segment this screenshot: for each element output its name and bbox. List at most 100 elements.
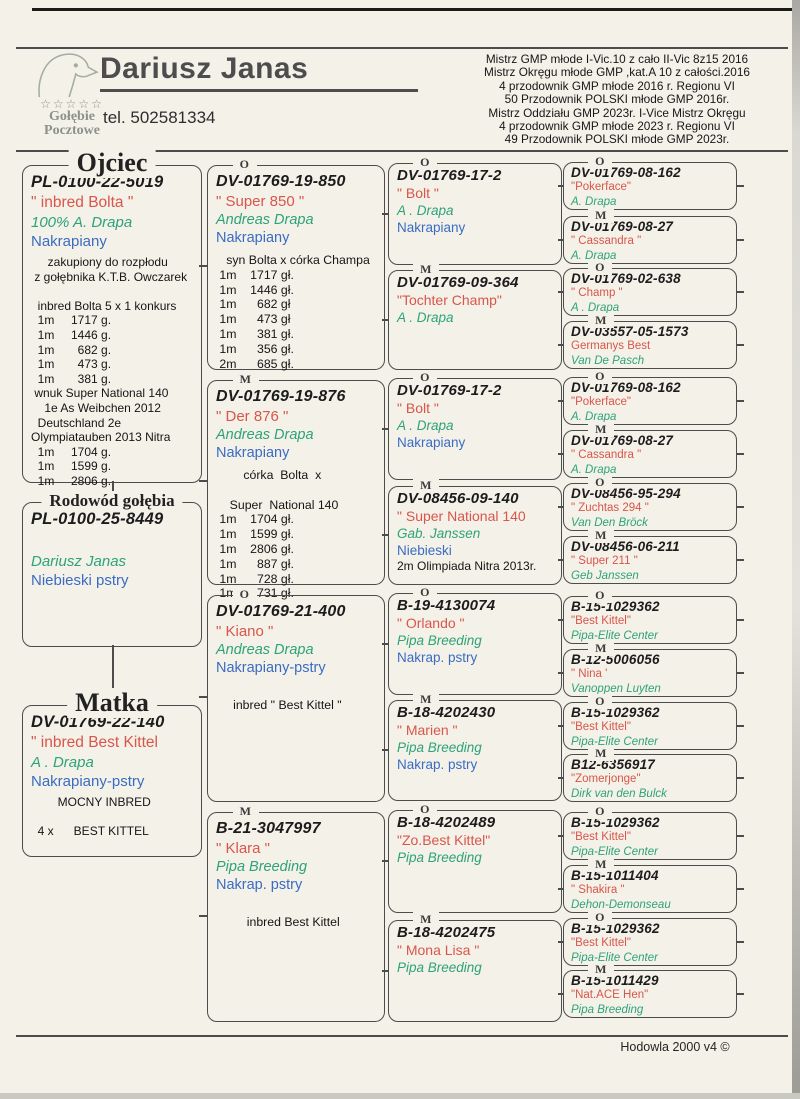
color-description: Nakrapiany [397, 220, 466, 235]
color-description: Nakrapiany [216, 445, 290, 461]
sex-label: O [413, 370, 438, 385]
connector-stub [736, 835, 744, 837]
sex-label: O [588, 369, 613, 384]
color-description: Niebieski pstry [31, 572, 129, 589]
sex-label: O [588, 475, 613, 490]
connector-stub [736, 239, 744, 241]
pigeon-name: " Kiano " [216, 623, 274, 640]
pigeon-name: "Zomerjonge" [571, 773, 641, 785]
performance-notes: syn Bolta x córka Champa 1m 1717 gł. 1m … [219, 253, 370, 371]
subject-title: Rodowód gołębia [41, 491, 183, 511]
gen4-box-5: M DV-01769-08-27 " Cassandra " A. Drapa [563, 422, 737, 478]
connector-stub [736, 619, 744, 621]
connector-stub [736, 941, 744, 943]
gen4-box-12: O B-15-1029362 "Best Kittel" Pipa-Elite … [563, 804, 737, 860]
scan-edge-bottom [0, 1093, 800, 1099]
sex-label: M [232, 804, 259, 819]
sex-label: O [588, 910, 613, 925]
ring-number: B-18-4202489 [397, 814, 496, 831]
gen4-box-10: O B-15-1029362 "Best Kittel" Pipa-Elite … [563, 694, 737, 750]
sex-label: O [588, 694, 613, 709]
breeder-name: Dehon-Demonseau [571, 898, 671, 911]
connector [558, 993, 564, 995]
pigeon-name: " Bolt " [397, 185, 439, 201]
pigeon-name: " Orlando " [397, 615, 465, 631]
gen3-box-6: O B-18-4202489 "Zo.Best Kittel" Pipa Bre… [388, 802, 562, 913]
sex-label: M [588, 422, 615, 437]
connector-stub [736, 559, 744, 561]
ring-number: DV-01769-09-364 [397, 274, 519, 291]
ring-number: B-18-4202475 [397, 924, 496, 941]
gen4-box-0: O DV-01769-08-162 "Pokerface" A. Drapa [563, 154, 737, 210]
connector [558, 725, 564, 727]
pigeon-name: "Best Kittel" [571, 615, 631, 627]
breeder-name: Vanoppen Luyten [571, 682, 661, 695]
pigeon-name: " Der 876 " [216, 408, 289, 425]
breeder-name: Van Den Bröck [571, 516, 648, 529]
connector-subject-mother [112, 645, 114, 705]
breeder-name: A . Drapa [397, 310, 454, 325]
logo-text-line2: Pocztowe [44, 123, 100, 138]
pigeon-head-icon [22, 50, 122, 98]
gen3-box-5: M B-18-4202430 " Marien " Pipa Breeding … [388, 692, 562, 801]
breeder-name: Dirk van den Bulck [571, 787, 667, 800]
ring-number: DV-01769-21-400 [216, 603, 346, 620]
connector [558, 400, 564, 402]
gen4-box-2: O DV-01769-02-638 " Champ " A . Drapa [563, 260, 737, 316]
connector-stub [736, 185, 744, 187]
performance-notes: inbred " Best Kittel " [233, 697, 342, 712]
mother-box: Matka DV-01769-22-140 " inbred Best Kitt… [22, 688, 202, 857]
connector [558, 672, 564, 674]
connector [558, 777, 564, 779]
gen3-box-2: O DV-01769-17-2 " Bolt " A . Drapa Nakra… [388, 370, 562, 480]
breeder-name: Gab. Janssen [397, 526, 481, 541]
pigeon-name: "Zo.Best Kittel" [397, 832, 491, 848]
connector-stub [736, 993, 744, 995]
father-title: Ojciec [68, 148, 156, 178]
gen3-box-3: M DV-08456-09-140 " Super National 140 G… [388, 478, 562, 585]
performance-notes: 2m Olimpiada Nitra 2013r. [397, 559, 537, 573]
sex-label: M [588, 746, 615, 761]
sex-label: M [232, 372, 259, 387]
gen4-box-9: M B-12-5006056 " Nina ' Vanoppen Luyten [563, 641, 737, 697]
achievements-list: Mistrz GMP młode I-Vic.10 z cało II-Vic … [484, 52, 750, 147]
gen4-box-7: M DV-08456-06-211 " Super 211 " Geb Jans… [563, 528, 737, 584]
connector [199, 480, 208, 482]
gen2-box-1: M DV-01769-19-876 " Der 876 " Andreas Dr… [207, 372, 385, 600]
ring-number: DV-01769-19-876 [216, 388, 346, 405]
pigeon-name: " Super 211 " [571, 555, 638, 567]
sex-label: O [588, 154, 613, 169]
ring-number: PL-0100-25-8449 [31, 510, 164, 528]
color-description: Nakrap. pstry [216, 877, 303, 893]
sex-label: O [588, 588, 613, 603]
sex-label: M [413, 912, 440, 927]
connector [558, 185, 564, 187]
connector [382, 860, 389, 862]
top-scan-line [32, 8, 798, 11]
connector [558, 291, 564, 293]
pigeon-name: "Best Kittel" [571, 721, 631, 733]
breeder-name: Pipa-Elite Center [571, 845, 658, 858]
gen2-box-2: O DV-01769-21-400 " Kiano " Andreas Drap… [207, 587, 385, 802]
gen3-box-0: O DV-01769-17-2 " Bolt " A . Drapa Nakra… [388, 155, 562, 265]
sex-label: O [232, 587, 257, 602]
connector-stub [736, 672, 744, 674]
breeder-name: Pipa-Elite Center [571, 629, 658, 642]
pigeon-name: " inbred Bolta " [31, 194, 134, 211]
sex-label: M [413, 262, 440, 277]
gen4-box-3: M DV-03557-05-1573 Germanys Best Van De … [563, 313, 737, 369]
scan-edge-right [792, 0, 800, 1099]
header-top-rule [16, 47, 788, 49]
ring-number: DV-01769-17-2 [397, 167, 502, 184]
sex-label: O [232, 157, 257, 172]
breeder-name: A. Drapa [571, 410, 617, 423]
gen4-box-6: O DV-08456-95-294 " Zuchtas 294 " Van De… [563, 475, 737, 531]
pigeon-name: " Super National 140 [397, 508, 526, 524]
software-credit: Hodowla 2000 v4 © [620, 1040, 730, 1054]
breeder-name: Dariusz Janas [31, 553, 127, 570]
gen3-box-7: M B-18-4202475 " Mona Lisa " Pipa Breedi… [388, 912, 562, 1022]
breeder-name: A. Drapa [571, 463, 617, 476]
connector [382, 970, 389, 972]
connector [558, 941, 564, 943]
color-description: Nakrap. pstry [397, 757, 478, 772]
